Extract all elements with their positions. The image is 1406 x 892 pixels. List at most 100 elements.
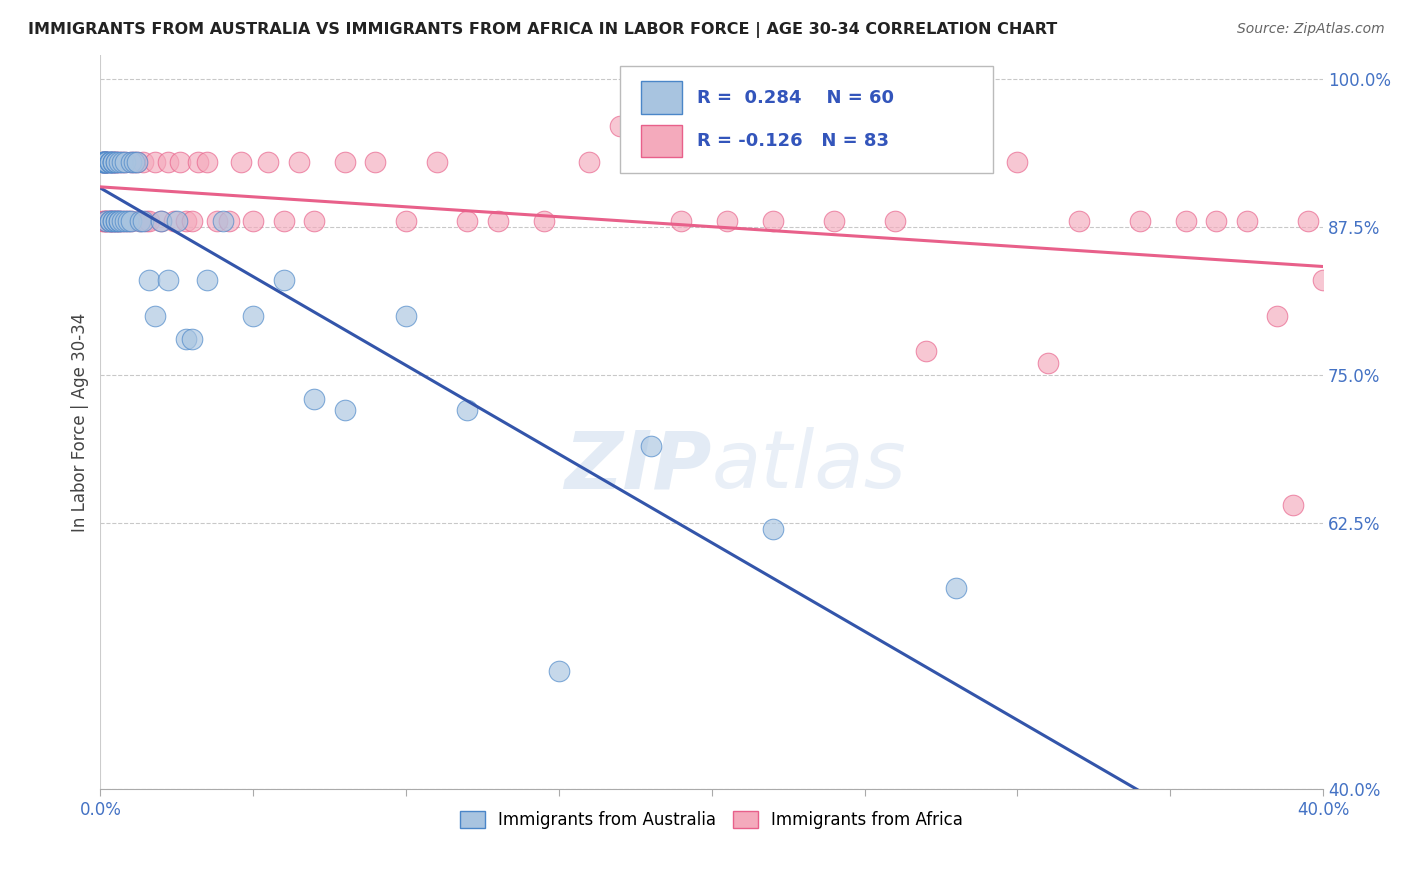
Point: [304, 214, 326, 228]
Text: ZIP: ZIP: [564, 427, 711, 505]
Point: [1174, 214, 1197, 228]
Point: [98, 154, 121, 169]
Point: [104, 154, 127, 169]
Point: [104, 214, 127, 228]
Point: [125, 154, 148, 169]
Point: [114, 214, 136, 228]
Point: [1236, 214, 1258, 228]
Point: [98, 154, 121, 169]
Point: [98, 214, 121, 228]
Point: [884, 214, 907, 228]
Point: [98, 154, 121, 169]
Point: [96, 214, 118, 228]
Point: [98, 214, 121, 228]
Point: [117, 214, 139, 228]
Point: [117, 214, 139, 228]
Point: [96, 154, 118, 169]
Point: [96, 154, 118, 169]
Point: [104, 154, 127, 169]
Point: [101, 154, 124, 169]
Point: [762, 214, 785, 228]
Point: [125, 154, 148, 169]
Point: [101, 214, 124, 228]
Point: [823, 214, 845, 228]
Point: [122, 154, 145, 169]
Point: [181, 332, 204, 346]
Point: [93, 154, 115, 169]
Point: [93, 154, 115, 169]
Point: [104, 154, 127, 169]
Point: [104, 214, 127, 228]
Point: [111, 154, 134, 169]
Point: [107, 154, 129, 169]
Point: [257, 154, 280, 169]
Point: [129, 214, 152, 228]
Point: [395, 309, 418, 323]
Point: [101, 154, 124, 169]
Point: [93, 154, 115, 169]
Point: [96, 154, 118, 169]
Point: [304, 392, 326, 406]
Point: [145, 309, 167, 323]
Point: [218, 214, 240, 228]
Bar: [641, 125, 682, 157]
Point: [122, 154, 145, 169]
Point: [96, 154, 118, 169]
Point: [96, 154, 118, 169]
Point: [98, 154, 121, 169]
Point: [1205, 214, 1227, 228]
Point: [945, 154, 967, 169]
Point: [1265, 309, 1288, 323]
Point: [107, 214, 129, 228]
Point: [96, 214, 118, 228]
Point: [195, 273, 218, 287]
Point: [96, 154, 118, 169]
Point: [96, 154, 118, 169]
Point: [762, 522, 785, 536]
Legend: Immigrants from Australia, Immigrants from Africa: Immigrants from Australia, Immigrants fr…: [454, 805, 970, 836]
Point: [114, 214, 136, 228]
Point: [1007, 154, 1029, 169]
Point: [163, 214, 186, 228]
Point: [98, 154, 121, 169]
Point: [1036, 356, 1059, 370]
Point: [120, 214, 142, 228]
Point: [96, 154, 118, 169]
Point: [93, 154, 115, 169]
Point: [138, 273, 160, 287]
Text: atlas: atlas: [711, 427, 907, 505]
Point: [111, 214, 134, 228]
Point: [273, 273, 295, 287]
Point: [273, 214, 295, 228]
Point: [288, 154, 311, 169]
Point: [1296, 214, 1319, 228]
Point: [135, 214, 157, 228]
Point: [195, 154, 218, 169]
Text: IMMIGRANTS FROM AUSTRALIA VS IMMIGRANTS FROM AFRICA IN LABOR FORCE | AGE 30-34 C: IMMIGRANTS FROM AUSTRALIA VS IMMIGRANTS …: [28, 22, 1057, 38]
Point: [107, 214, 129, 228]
Point: [914, 344, 936, 359]
Point: [1129, 214, 1152, 228]
Point: [174, 332, 197, 346]
Point: [333, 154, 356, 169]
Y-axis label: In Labor Force | Age 30-34: In Labor Force | Age 30-34: [72, 312, 89, 532]
Point: [107, 154, 129, 169]
Point: [578, 154, 600, 169]
Point: [132, 214, 155, 228]
Bar: [641, 81, 682, 113]
Point: [364, 154, 387, 169]
Point: [205, 214, 228, 228]
Point: [96, 214, 118, 228]
Point: [456, 403, 478, 417]
Point: [132, 154, 155, 169]
Point: [111, 154, 134, 169]
Point: [107, 214, 129, 228]
Point: [174, 214, 197, 228]
Point: [129, 214, 152, 228]
Point: [624, 154, 647, 169]
Point: [181, 214, 204, 228]
Point: [104, 154, 127, 169]
Point: [156, 273, 179, 287]
Point: [1281, 498, 1303, 512]
Point: [609, 119, 631, 133]
